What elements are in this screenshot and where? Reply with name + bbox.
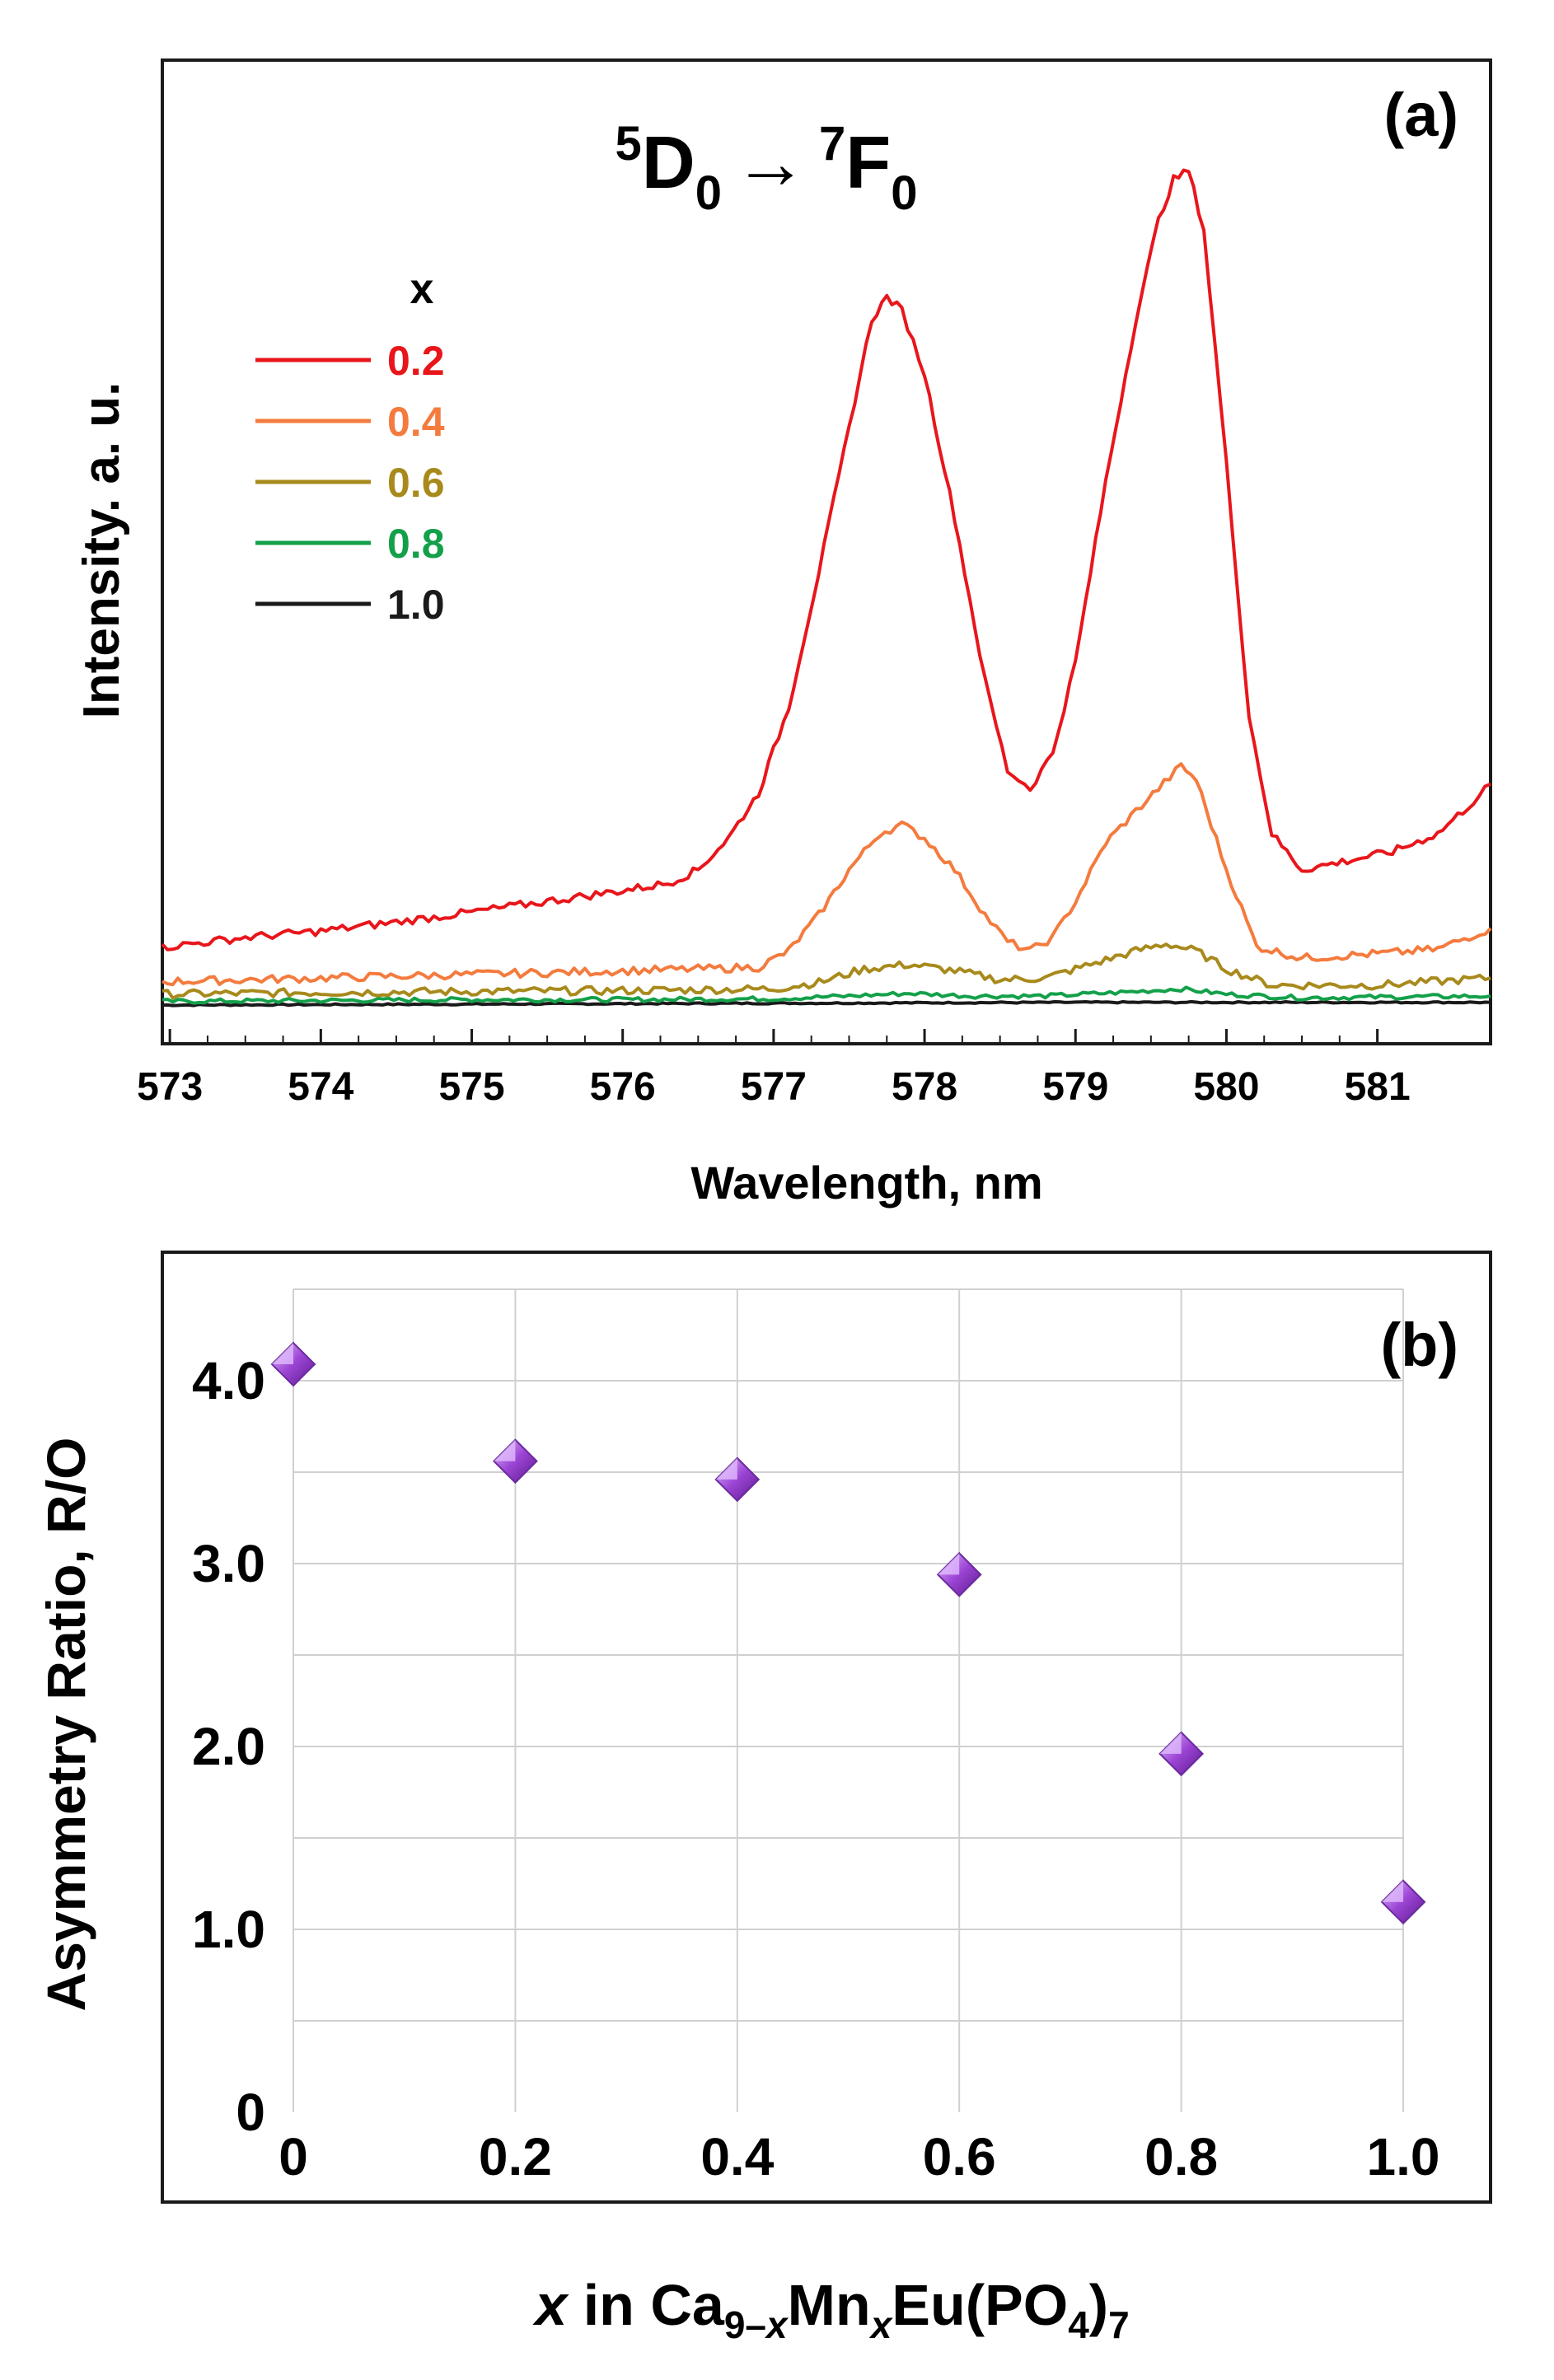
asymmetry-y-tick-label: 2.0 [192,1717,265,1776]
asymmetry-x-tick-label: 0 [279,2127,308,2186]
asymmetry-point [1158,1731,1205,1777]
asymmetry-grid [293,1288,1404,2112]
spectrum-lines [161,168,1492,1008]
spectrum-x-tick-label: 577 [741,1065,807,1109]
spectrum-x-axis-label: Wavelength, nm [690,1157,1042,1209]
asymmetry-x-tick-label: 0.8 [1144,2127,1218,2186]
asymmetry-x-tick-label: 0.6 [923,2127,996,2186]
asymmetry-panel: 0 0.2 0.4 0.6 0.8 1.0 0 1.0 2.0 3.0 4.0 (b) Asymme… [35,1251,1492,2346]
asymmetry-ticks: 0 0.2 0.4 0.6 0.8 1.0 0 1.0 2.0 3.0 4.0 [192,1351,1439,2186]
spectrum-line-x-0.4 [161,762,1492,987]
legend-title: x [410,265,434,313]
asymmetry-y-tick-label: 1.0 [192,1900,265,1959]
spectrum-line-x-0.8 [161,985,1491,1005]
legend-label-0.6: 0.6 [387,460,445,506]
composition-x-axis-label: x in Ca9–xMnxEu(PO4)7 [531,2273,1129,2346]
asymmetry-point [492,1438,538,1485]
asymmetry-y-axis-label: Asymmetry Ratio, R/O [35,1438,96,2012]
legend-label-0.2: 0.2 [387,338,445,384]
asymmetry-points [270,1341,1426,1925]
spectrum-x-tick-label: 575 [438,1065,504,1109]
asymmetry-y-tick-label: 3.0 [192,1534,265,1593]
asymmetry-point-highlight [1382,1880,1403,1902]
spectrum-x-tick-label: 581 [1345,1065,1411,1109]
legend-label-0.4: 0.4 [387,399,445,445]
asymmetry-point-highlight [272,1343,293,1365]
asymmetry-point-highlight [938,1553,960,1575]
spectrum-x-tick-label: 579 [1042,1065,1108,1109]
spectrum-x-tick-label: 576 [590,1065,656,1109]
legend: 0.2 0.4 0.6 0.8 1.0 [255,338,445,628]
asymmetry-point-highlight [715,1457,737,1480]
asymmetry-point [936,1551,982,1597]
asymmetry-point [714,1457,761,1503]
panel-b-label: (b) [1381,1311,1459,1379]
spectrum-y-axis-label: Intensity. a. u. [73,382,130,719]
asymmetry-y-tick-label: 4.0 [192,1351,265,1410]
asymmetry-point-highlight [1159,1732,1182,1754]
spectrum-plot-frame [161,58,1492,1045]
spectrum-x-tick-label: 578 [892,1065,957,1109]
asymmetry-x-tick-label: 0.2 [479,2127,552,2186]
spectrum-line-x-0.6 [161,942,1491,1000]
spectrum-line-x-1.0 [161,999,1491,1008]
panel-a-label: (a) [1384,81,1458,149]
transition-title: 5D0 → 7F0 [615,117,917,220]
asymmetry-point [270,1341,316,1387]
asymmetry-x-tick-label: 1.0 [1367,2127,1440,2186]
asymmetry-plot-frame [161,1251,1492,2204]
asymmetry-point [1380,1879,1426,1925]
asymmetry-y-tick-label: 0 [236,2083,265,2142]
asymmetry-x-tick-label: 0.4 [700,2127,774,2186]
asymmetry-point-highlight [494,1439,516,1461]
legend-label-0.8: 0.8 [387,521,445,567]
spectrum-line-x-0.2 [161,168,1491,952]
spectrum-panel: 573 574 575 576 577 578 579 580 581 (a) 5D0 → 7F0 … [73,58,1492,1209]
spectrum-x-tick-label: 580 [1193,1065,1259,1109]
spectrum-x-tick-label: 574 [288,1065,353,1109]
legend-label-1.0: 1.0 [387,582,445,628]
spectrum-x-tick-label: 573 [137,1065,203,1109]
spectrum-x-ticks: 573 574 575 576 577 578 579 580 581 [137,1029,1411,1109]
